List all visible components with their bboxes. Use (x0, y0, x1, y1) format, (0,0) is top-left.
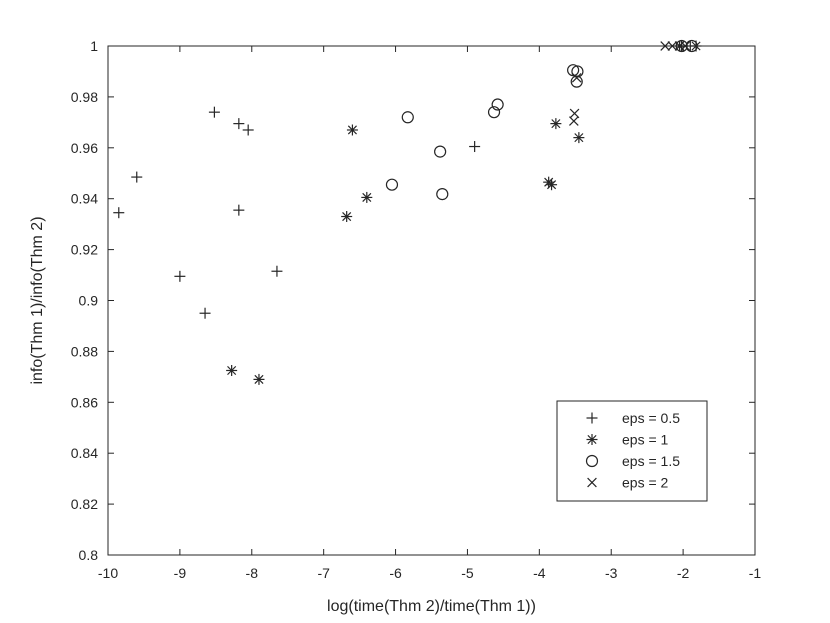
legend-box (556, 400, 708, 502)
y-tick-label: 0.88 (71, 343, 98, 359)
legend-item: eps = 1.5 (585, 453, 680, 469)
legend-label: eps = 2 (622, 475, 669, 491)
legend-marker (586, 434, 598, 445)
y-tick-label: 0.84 (71, 445, 98, 461)
data-point (573, 132, 585, 144)
y-tick-label: 0.92 (71, 242, 98, 258)
data-point (491, 98, 504, 111)
data-point (675, 39, 688, 53)
data-point (401, 111, 414, 124)
data-point (385, 178, 399, 191)
data-point (685, 39, 698, 53)
x-axis-label: log(time(Thm 2)/time(Thm 1)) (327, 598, 536, 615)
y-tick-label: 0.82 (71, 496, 98, 512)
x-tick-label: -2 (677, 565, 690, 581)
legend-label: eps = 0.5 (622, 410, 680, 426)
data-points (113, 39, 702, 385)
legend-item: eps = 1 (586, 432, 669, 448)
data-point (361, 191, 373, 203)
y-tick-label: 1 (90, 38, 98, 54)
x-axis: -10 -9 -8 -7 -6 -5 -4 -3 -2 -1 (98, 46, 762, 581)
x-tick-label: -9 (174, 565, 187, 581)
x-tick-label: -10 (98, 565, 118, 581)
data-point (434, 145, 447, 158)
data-point (546, 179, 558, 191)
data-point (571, 72, 582, 83)
legend-marker (585, 454, 599, 468)
data-point (242, 124, 254, 136)
data-point (346, 124, 358, 136)
data-point (569, 108, 580, 119)
data-point (199, 307, 211, 319)
y-tick-label: 0.96 (71, 140, 98, 156)
y-tick-label: 0.94 (71, 191, 98, 207)
data-point (680, 41, 691, 51)
legend-label: eps = 1 (622, 432, 669, 448)
data-point (436, 188, 449, 201)
legend-item: eps = 2 (587, 475, 669, 491)
x-tick-label: -4 (533, 565, 546, 581)
x-tick-label: -3 (605, 565, 618, 581)
data-point (487, 106, 501, 119)
y-tick-label: 0.98 (71, 89, 98, 105)
x-tick-label: -6 (389, 565, 402, 581)
series-4 (569, 41, 691, 126)
y-tick-label: 0.8 (79, 547, 99, 563)
legend-label: eps = 1.5 (622, 453, 680, 469)
data-point (570, 75, 583, 88)
data-point (208, 106, 220, 118)
data-point (667, 41, 678, 51)
legend-item: eps = 0.5 (586, 410, 680, 426)
data-point (469, 141, 481, 153)
x-tick-label: -5 (461, 565, 474, 581)
y-axis: 0.8 0.82 0.84 0.86 0.88 0.9 0.92 0.94 0.96 0.98 1 (71, 38, 755, 563)
x-tick-label: -8 (246, 565, 259, 581)
data-point (233, 118, 245, 130)
data-point (253, 373, 265, 385)
data-point (131, 171, 143, 183)
data-point (113, 207, 125, 219)
legend-marker (587, 477, 597, 488)
data-point (226, 364, 238, 376)
x-tick-label: -7 (317, 565, 330, 581)
data-point (569, 116, 579, 126)
x-tick-label: -1 (749, 565, 762, 581)
data-point (550, 118, 562, 130)
y-tick-label: 0.9 (79, 293, 99, 309)
data-point (660, 41, 670, 51)
legend: eps = 0.5 eps = 1 eps = 1.5 eps = 2 (556, 400, 708, 502)
data-point (174, 270, 186, 282)
data-point (341, 211, 353, 223)
legend-marker (586, 412, 598, 424)
data-point (233, 204, 245, 216)
data-point (271, 265, 283, 277)
y-tick-label: 0.86 (71, 394, 98, 410)
y-axis-label: info(Thm 1)/info(Thm 2) (29, 216, 46, 384)
